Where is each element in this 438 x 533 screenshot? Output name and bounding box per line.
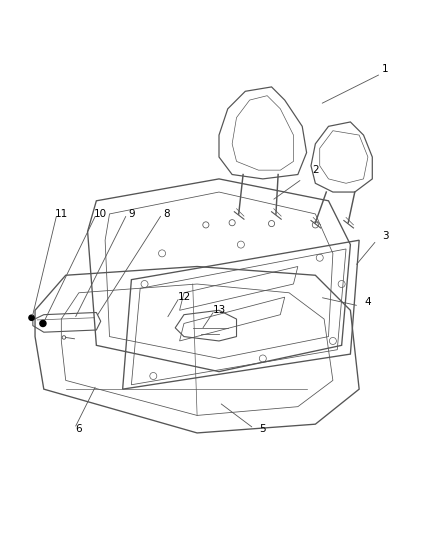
Text: 10: 10 [94,209,107,219]
Circle shape [29,315,34,320]
Text: 9: 9 [128,209,135,219]
Text: 12: 12 [177,292,191,302]
Text: 2: 2 [312,165,319,175]
Text: 1: 1 [382,64,389,75]
Text: 5: 5 [259,424,266,433]
Text: 8: 8 [163,209,170,219]
Text: 4: 4 [364,296,371,306]
Text: 6: 6 [75,424,82,433]
Text: 13: 13 [212,305,226,316]
Text: 11: 11 [55,209,68,219]
Circle shape [40,320,46,327]
Text: 3: 3 [382,231,389,241]
